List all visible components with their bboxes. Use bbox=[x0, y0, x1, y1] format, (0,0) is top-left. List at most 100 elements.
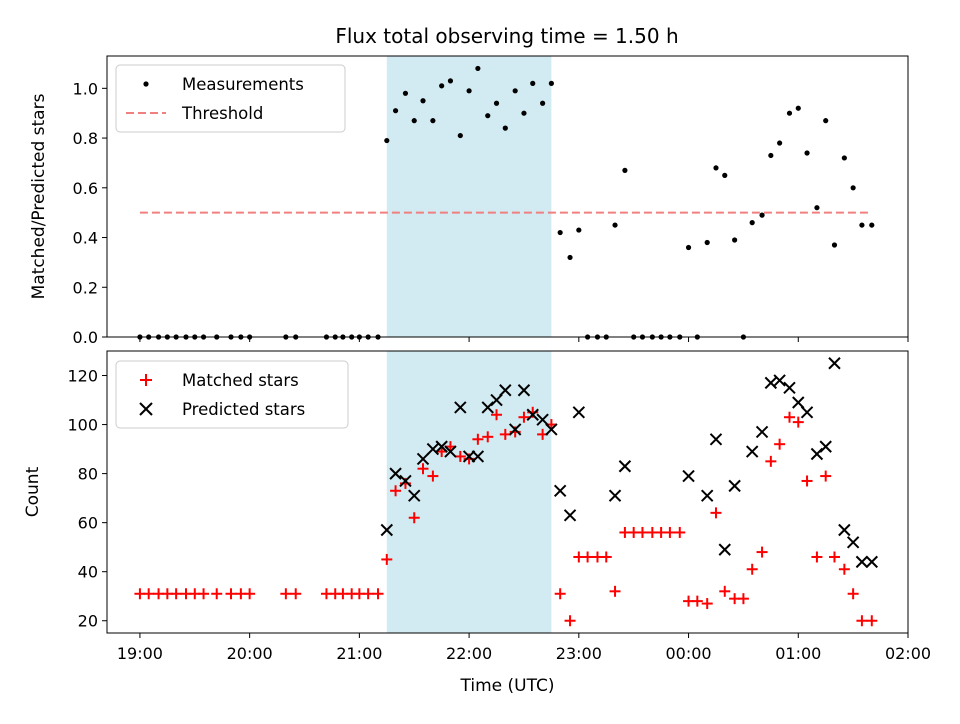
matched-star-point bbox=[408, 512, 420, 524]
measurement-point bbox=[704, 239, 710, 246]
x-tick-label: 22:00 bbox=[446, 644, 492, 663]
matched-star-point bbox=[454, 450, 466, 462]
predicted-star-point bbox=[454, 401, 467, 414]
y-tick-label: 0.0 bbox=[73, 328, 98, 347]
measurement-point bbox=[612, 222, 618, 228]
predicted-star-point bbox=[810, 447, 824, 461]
matched-star-points bbox=[134, 406, 878, 627]
top-ticks: 0.0 0.2 0.4 0.6 0.8 1.0 bbox=[73, 79, 909, 347]
predicted-star-point bbox=[481, 401, 494, 414]
matched-star-point bbox=[582, 551, 594, 563]
predicted-star-point bbox=[389, 467, 402, 480]
predicted-star-point bbox=[709, 433, 723, 446]
matched-star-point bbox=[609, 585, 621, 597]
predicted-star-point bbox=[462, 450, 476, 463]
bottom-legend-box bbox=[115, 360, 349, 429]
measurement-point bbox=[439, 83, 445, 89]
top-y-axis-label: Matched/Predicted stars bbox=[29, 93, 49, 299]
matched-star-point bbox=[417, 463, 429, 475]
predicted-star-point bbox=[508, 423, 522, 436]
matched-star-point bbox=[518, 411, 530, 423]
predicted-star-point bbox=[553, 484, 567, 497]
x-tick-label: 21:00 bbox=[336, 644, 382, 663]
bottom-y-axis-label: Count bbox=[23, 466, 43, 517]
measurement-point bbox=[722, 172, 728, 178]
measurement-point bbox=[567, 254, 573, 261]
predicted-star-point bbox=[517, 384, 531, 397]
bottom-axes-frame bbox=[106, 350, 909, 634]
predicted-star-point bbox=[435, 440, 448, 453]
matched-star-point bbox=[170, 588, 182, 600]
measurement-point bbox=[521, 110, 527, 116]
measurement-point bbox=[493, 100, 500, 106]
matched-star-point bbox=[674, 526, 686, 538]
matched-star-point bbox=[783, 411, 795, 423]
matched-star-point bbox=[664, 526, 676, 538]
matched-star-point bbox=[710, 507, 722, 519]
matched-star-point bbox=[691, 595, 703, 607]
measurement-point bbox=[402, 90, 409, 96]
predicted-star-point bbox=[728, 479, 741, 493]
matched-star-point bbox=[225, 588, 237, 600]
legend-label-measurements: Measurements bbox=[182, 75, 304, 94]
measurement-point bbox=[685, 244, 692, 251]
y-tick-label: 120 bbox=[67, 367, 98, 386]
predicted-star-point bbox=[499, 384, 512, 397]
matched-star-point bbox=[801, 475, 813, 487]
matched-star-point bbox=[372, 588, 384, 600]
predicted-star-point bbox=[764, 376, 778, 390]
y-tick-label: 100 bbox=[67, 416, 98, 435]
top-legend: Measurements Threshold bbox=[115, 64, 346, 133]
top-panel: 0.0 0.2 0.4 0.6 0.8 1.0 Matched/Predicted sta… bbox=[29, 55, 909, 347]
x-tick-label: 20:00 bbox=[227, 644, 273, 663]
legend-label-matched: Matched stars bbox=[182, 371, 299, 390]
predicted-star-point bbox=[572, 406, 586, 419]
matched-star-point bbox=[820, 470, 832, 482]
legend-label-threshold: Threshold bbox=[181, 104, 263, 123]
bottom-highlight-span bbox=[386, 351, 552, 633]
predicted-star-point bbox=[828, 357, 841, 370]
predicted-star-point bbox=[608, 489, 622, 502]
measurement-point bbox=[512, 88, 518, 94]
measurement-point bbox=[804, 150, 810, 156]
measurement-point bbox=[749, 220, 755, 226]
measurement-point bbox=[557, 229, 563, 236]
matched-star-point bbox=[847, 588, 859, 600]
matched-star-point bbox=[756, 546, 768, 558]
y-tick-label: 80 bbox=[78, 465, 98, 484]
measurement-point bbox=[392, 108, 399, 114]
measurement-point bbox=[576, 227, 582, 233]
matched-star-point bbox=[482, 431, 494, 443]
measurement-point bbox=[475, 65, 481, 72]
legend-label-predicted: Predicted stars bbox=[182, 400, 305, 419]
predicted-star-point bbox=[745, 445, 759, 458]
matched-star-point bbox=[737, 593, 749, 605]
matched-star-point bbox=[746, 563, 758, 575]
predicted-star-point bbox=[426, 442, 440, 456]
measurement-point bbox=[814, 205, 820, 211]
x-tick-label: 00:00 bbox=[665, 644, 711, 663]
measurement-point bbox=[447, 78, 454, 84]
predicted-star-point bbox=[792, 396, 805, 409]
predicted-star-point bbox=[536, 413, 549, 426]
measurement-point bbox=[457, 132, 463, 139]
predicted-star-point bbox=[846, 536, 860, 549]
predicted-star-point bbox=[416, 452, 430, 466]
predicted-star-point bbox=[618, 460, 632, 473]
matched-star-point bbox=[198, 588, 210, 600]
predicted-star-point bbox=[563, 509, 577, 522]
x-tick-label: 19:00 bbox=[117, 644, 163, 663]
measurement-point bbox=[622, 167, 628, 173]
y-tick-label: 60 bbox=[78, 514, 98, 533]
y-tick-label: 0.2 bbox=[73, 278, 98, 297]
matched-star-point bbox=[838, 563, 850, 575]
predicted-star-point bbox=[490, 393, 503, 407]
predicted-star-point bbox=[755, 425, 769, 439]
measurement-point bbox=[502, 125, 508, 131]
matched-star-point bbox=[774, 438, 786, 450]
measurement-point bbox=[823, 118, 829, 124]
top-axes-frame bbox=[106, 55, 909, 338]
matched-star-point bbox=[491, 409, 503, 421]
predicted-star-point bbox=[838, 523, 851, 537]
measurement-point bbox=[759, 212, 765, 218]
